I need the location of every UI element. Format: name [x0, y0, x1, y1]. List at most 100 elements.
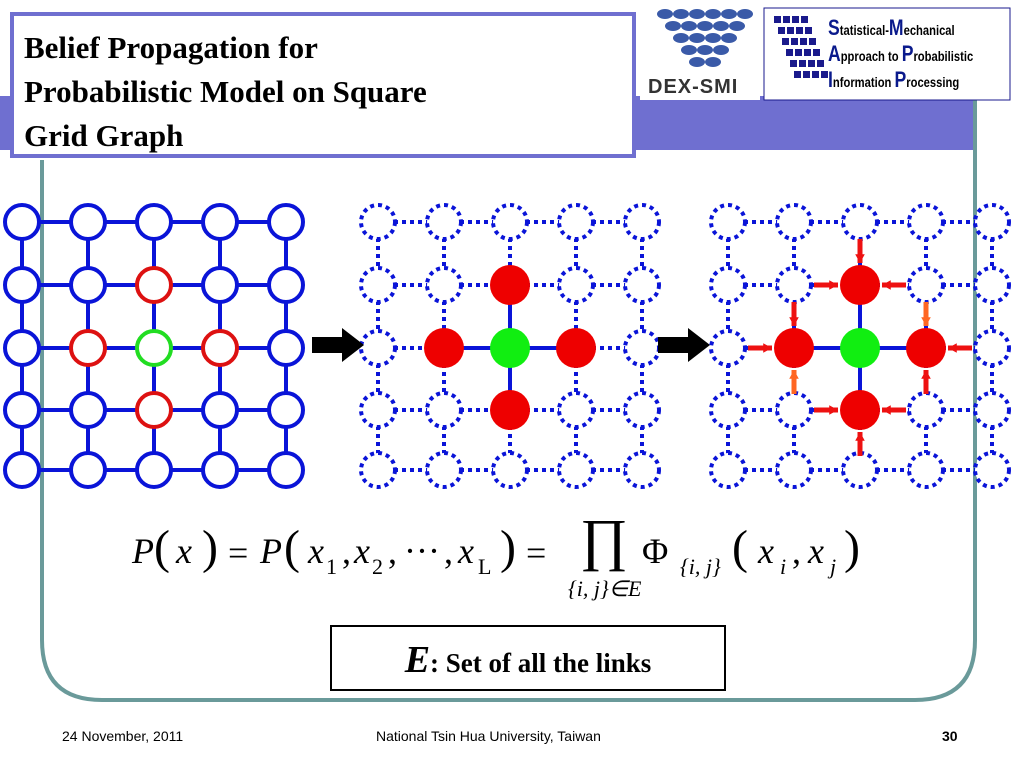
logo-square: [796, 27, 803, 34]
logo-dot: [721, 9, 737, 19]
footer-institution: National Tsin Hua University, Taiwan: [376, 728, 601, 744]
logo-square: [813, 49, 820, 56]
logo-dot: [681, 45, 697, 55]
logo-dot: [673, 9, 689, 19]
logo-square: [778, 27, 785, 34]
logo-left-text: DEX-SMI: [648, 76, 739, 98]
formula-part: 2: [372, 554, 383, 579]
node: [491, 451, 529, 489]
node: [359, 203, 397, 241]
formula-part: x: [458, 531, 474, 571]
node: [359, 266, 397, 304]
node: [973, 203, 1011, 241]
node: [267, 329, 305, 367]
node: [973, 451, 1011, 489]
definition-text: : Set of all the links: [430, 648, 652, 678]
formula-part: ): [844, 521, 860, 574]
logo-initial: A: [828, 41, 841, 66]
formula-part: x⃗: [176, 531, 220, 571]
logo-square: [795, 49, 802, 56]
node: [359, 451, 397, 489]
logo-initial: P: [894, 67, 907, 92]
logo-square: [790, 60, 797, 67]
node: [201, 329, 239, 367]
node: [3, 391, 41, 429]
node: [973, 391, 1011, 429]
formula-part: ): [500, 521, 516, 574]
node: [267, 203, 305, 241]
arrow-head: [829, 280, 838, 290]
node: [201, 451, 239, 489]
logo-dot: [705, 33, 721, 43]
node: [556, 328, 596, 368]
page-number: 30: [942, 728, 958, 744]
logo-dot: [673, 33, 689, 43]
formula-part: {i, j}∈E: [568, 576, 642, 601]
formula-part: x: [758, 531, 774, 571]
logo-dot: [665, 21, 681, 31]
formula-part: x: [808, 531, 824, 571]
logo-line: Approach to Probabilistic: [828, 42, 973, 68]
definition-box: E: Set of all the links: [330, 625, 726, 691]
logo-line: Statistical-Mechanical: [828, 16, 973, 42]
formula-part: i: [780, 554, 787, 579]
node: [907, 266, 945, 304]
node: [490, 328, 530, 368]
arrow-head: [789, 317, 799, 326]
logo-square: [799, 60, 806, 67]
node: [3, 451, 41, 489]
node: [135, 266, 173, 304]
node: [135, 329, 173, 367]
arrow-head: [855, 432, 865, 441]
logo-square: [782, 38, 789, 45]
node: [490, 390, 530, 430]
logo-dot: [705, 57, 721, 67]
arrow-head: [855, 254, 865, 263]
formula-part: ): [202, 521, 218, 574]
node: [774, 328, 814, 368]
arrow-head: [882, 405, 891, 415]
formula: P(x⃗) = P(x 1, x 2, ···, x L) = ∏ {i, j}∈E Φ {i, j}(x…: [132, 507, 872, 612]
node: [709, 451, 747, 489]
node: [775, 266, 813, 304]
formula-part: ,: [792, 531, 801, 571]
formula-part: ,: [388, 531, 397, 571]
node: [201, 203, 239, 241]
node: [775, 451, 813, 489]
node: [840, 390, 880, 430]
title-line: Belief Propagation for: [24, 30, 318, 65]
node: [69, 451, 107, 489]
arrow-body: [658, 337, 690, 353]
node: [841, 451, 879, 489]
node: [135, 203, 173, 241]
node: [623, 329, 661, 367]
logo-square: [791, 38, 798, 45]
formula-part: (: [154, 521, 170, 574]
node: [359, 391, 397, 429]
logo-dot: [681, 21, 697, 31]
formula-part: P: [132, 531, 154, 571]
node: [709, 329, 747, 367]
logo-initial: S: [828, 15, 840, 40]
formula-part: L: [478, 554, 492, 579]
logo-square: [817, 60, 824, 67]
node: [907, 203, 945, 241]
logo-dot: [697, 45, 713, 55]
logo-dot: [705, 9, 721, 19]
logo-square: [821, 71, 828, 78]
grids: [3, 203, 1011, 489]
logo-square: [801, 16, 808, 23]
logo-square: [812, 71, 819, 78]
node: [973, 329, 1011, 367]
formula-part: j: [830, 554, 837, 579]
node: [201, 391, 239, 429]
node: [267, 451, 305, 489]
logo-square: [792, 16, 799, 23]
logo-square: [804, 49, 811, 56]
formula-part: (: [732, 521, 748, 574]
node: [623, 451, 661, 489]
node: [973, 266, 1011, 304]
formula-part: 1: [326, 554, 337, 579]
arrow-head: [789, 370, 799, 379]
footer-date: 24 November, 2011: [62, 728, 184, 744]
